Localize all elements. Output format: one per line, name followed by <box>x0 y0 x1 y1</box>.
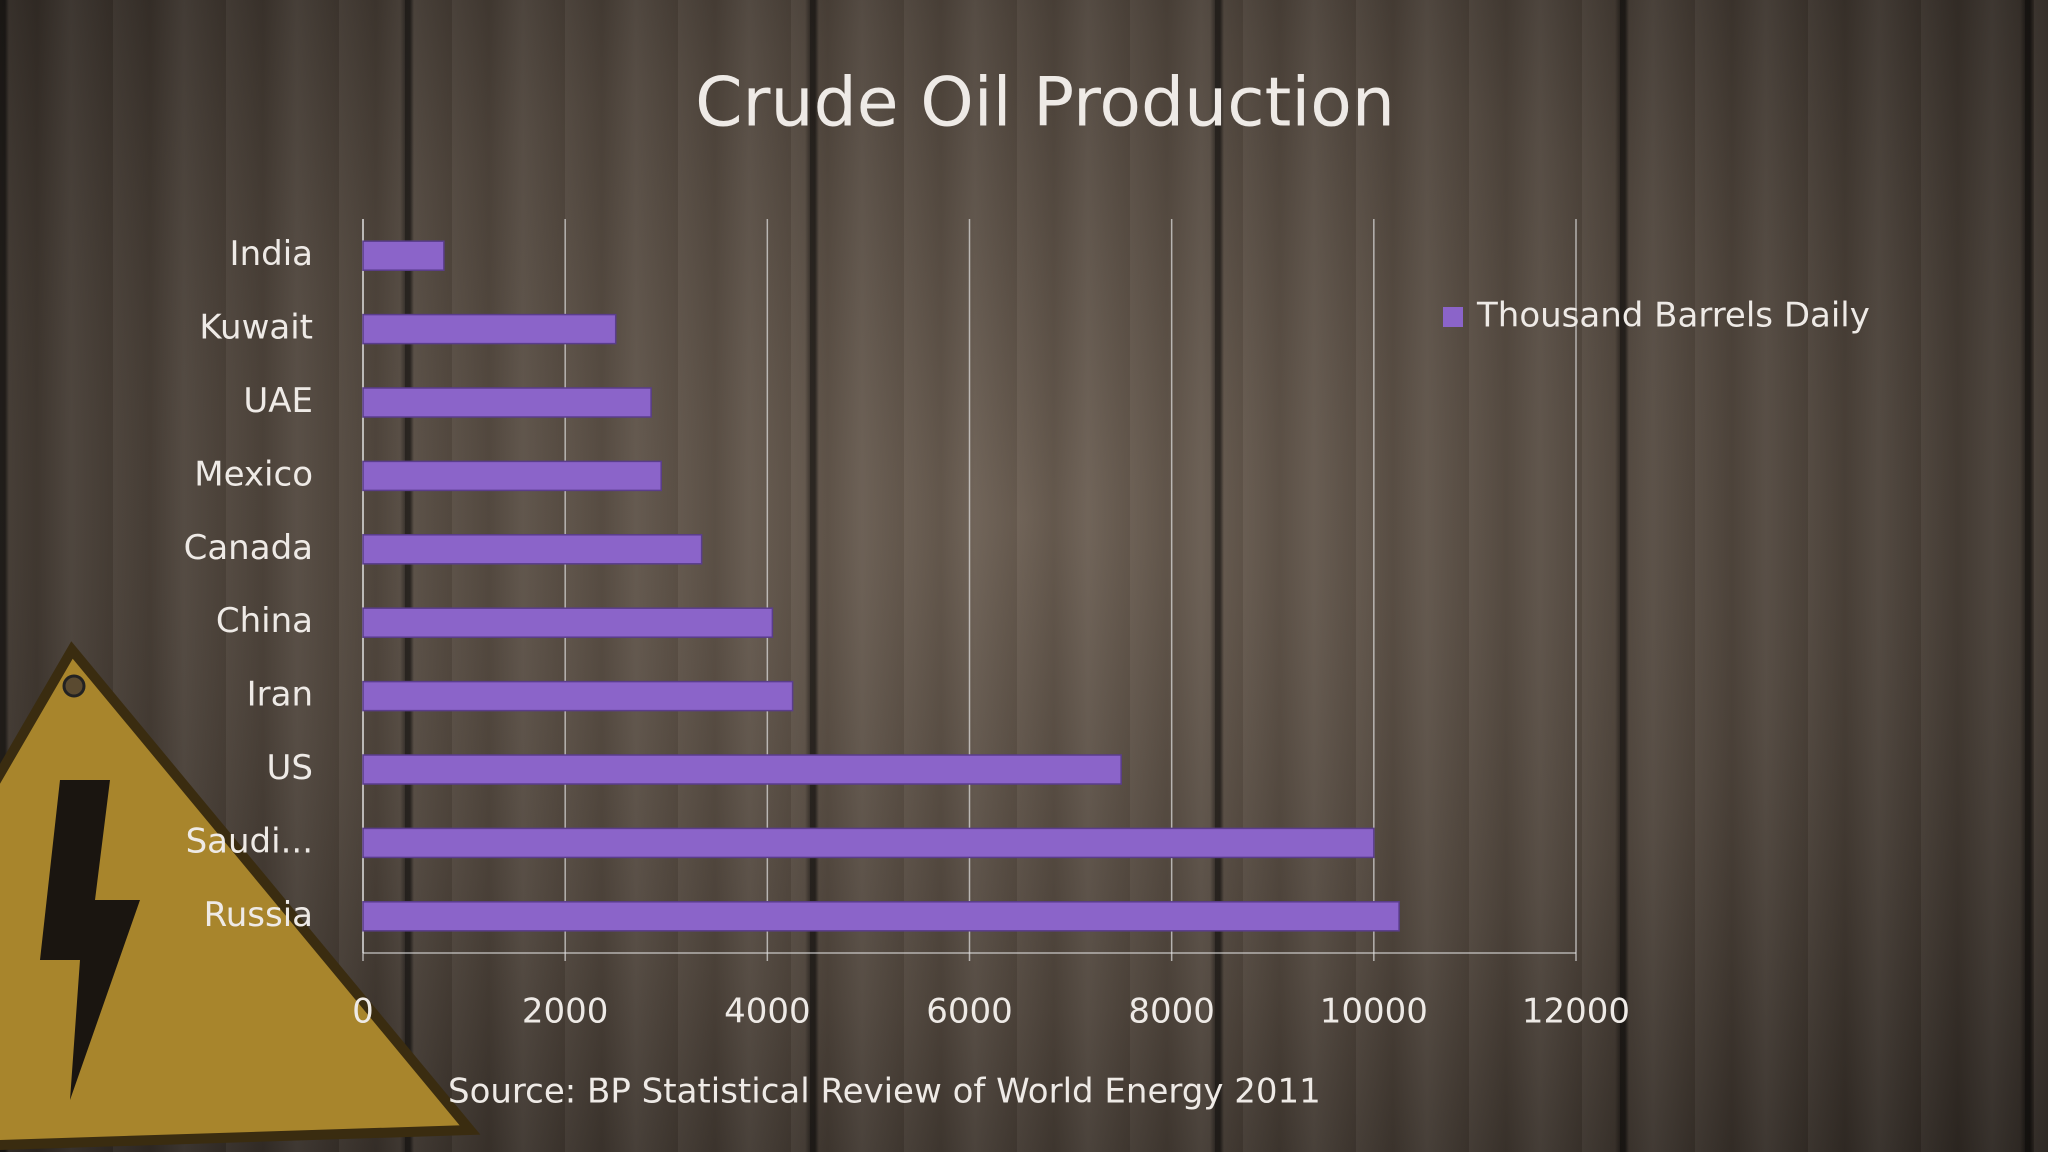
source-note: Source: BP Statistical Review of World E… <box>448 1072 1321 1112</box>
bar <box>362 827 1375 859</box>
y-tick-label: China <box>216 601 313 641</box>
bar <box>362 901 1400 932</box>
lightning-bolt <box>40 780 140 1100</box>
y-tick-label: Russia <box>204 895 313 935</box>
legend-swatch <box>1443 307 1463 327</box>
bar <box>362 680 794 712</box>
y-tick-label: US <box>267 748 313 788</box>
x-tick-label: 10000 <box>1320 992 1428 1032</box>
bar <box>362 534 703 565</box>
y-tick-label: Saudi... <box>186 821 313 861</box>
warning-sign <box>0 641 481 1150</box>
bar <box>362 460 662 492</box>
bar <box>362 754 1122 785</box>
x-tick-label: 0 <box>352 992 374 1032</box>
bolt-screw <box>62 674 86 698</box>
bar <box>362 607 774 638</box>
x-tick-label: 12000 <box>1522 992 1630 1032</box>
bar <box>362 313 617 345</box>
x-tick-label: 2000 <box>522 992 609 1032</box>
legend-label: Thousand Barrels Daily <box>1476 296 1870 336</box>
y-tick-label: Iran <box>247 675 313 715</box>
x-tick-label: 4000 <box>724 992 811 1032</box>
x-tick-label: 8000 <box>1128 992 1215 1032</box>
y-tick-label: Canada <box>184 528 313 568</box>
bar <box>362 387 652 418</box>
plot-area: 0 2000 4000 6000 8000 10000 12000 India Kuwait UA… <box>184 219 1870 1032</box>
y-tick-label: India <box>230 234 313 274</box>
warning-triangle <box>0 641 481 1150</box>
y-tick-label: UAE <box>243 381 313 421</box>
x-tick-label: 6000 <box>926 992 1013 1032</box>
y-tick-label: Kuwait <box>199 308 313 348</box>
y-tick-label: Mexico <box>194 454 313 494</box>
chart-title: Crude Oil Production <box>695 64 1395 143</box>
bar <box>362 240 445 271</box>
